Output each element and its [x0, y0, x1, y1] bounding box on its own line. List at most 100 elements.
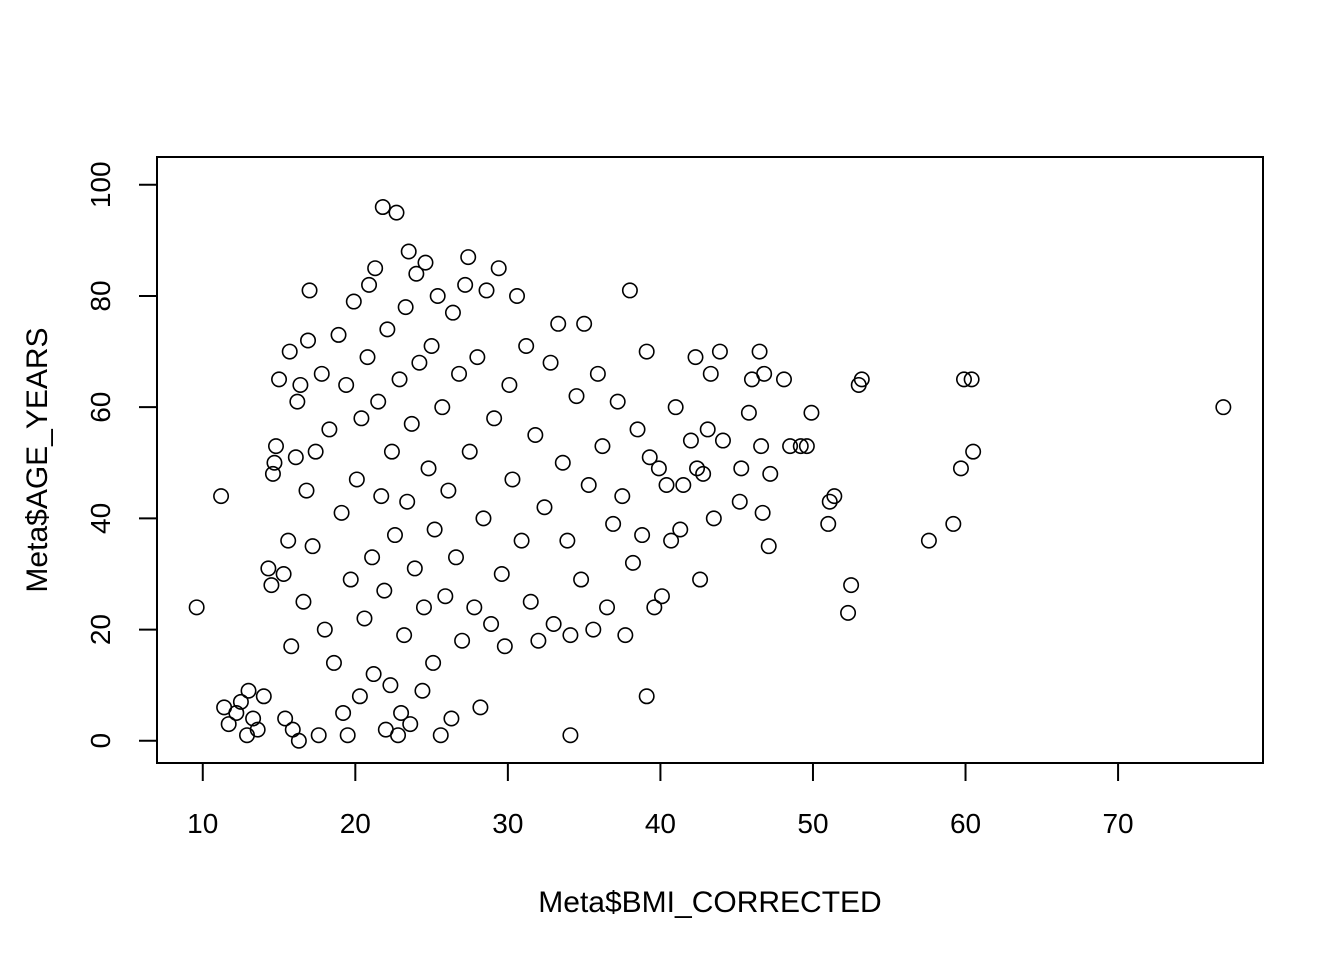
data-point: [321, 421, 338, 438]
data-point: [434, 399, 451, 416]
data-point: [289, 393, 306, 410]
data-point: [386, 527, 403, 544]
data-point: [513, 532, 530, 549]
data-point: [333, 504, 350, 521]
data-point: [370, 393, 387, 410]
data-point: [298, 482, 315, 499]
data-point: [307, 443, 324, 460]
data-point: [399, 493, 416, 510]
data-point: [351, 688, 368, 705]
data-point: [754, 504, 771, 521]
data-point: [301, 282, 318, 299]
data-point: [264, 465, 281, 482]
y-tick-label: 80: [85, 280, 116, 311]
data-point: [711, 343, 728, 360]
data-point: [292, 376, 309, 393]
data-point: [667, 399, 684, 416]
data-point: [641, 449, 658, 466]
data-point: [955, 371, 972, 388]
data-point: [440, 482, 457, 499]
data-point: [826, 488, 843, 505]
data-point: [617, 627, 634, 644]
x-tick-label: 20: [340, 808, 371, 839]
data-point: [348, 471, 365, 488]
data-point: [402, 716, 419, 733]
data-point: [609, 393, 626, 410]
data-point: [460, 249, 477, 266]
data-point: [188, 599, 205, 616]
data-point: [803, 404, 820, 421]
data-point: [705, 510, 722, 527]
data-point: [335, 704, 352, 721]
data-point: [457, 276, 474, 293]
data-point: [522, 593, 539, 610]
data-point: [290, 732, 307, 749]
data-point: [559, 532, 576, 549]
data-point: [393, 704, 410, 721]
data-point: [280, 532, 297, 549]
data-point: [965, 443, 982, 460]
x-tick-label: 40: [645, 808, 676, 839]
data-point: [687, 349, 704, 366]
x-tick-label: 70: [1102, 808, 1133, 839]
data-point: [568, 388, 585, 405]
data-point: [695, 465, 712, 482]
data-point: [920, 532, 937, 549]
y-tick-label: 40: [85, 503, 116, 534]
data-point: [699, 421, 716, 438]
data-point: [249, 721, 266, 738]
data-point: [475, 510, 492, 527]
data-point: [554, 454, 571, 471]
data-point: [383, 443, 400, 460]
data-point: [388, 204, 405, 221]
data-point: [634, 527, 651, 544]
data-point: [594, 438, 611, 455]
data-point: [820, 515, 837, 532]
data-point: [733, 460, 750, 477]
data-point: [228, 704, 245, 721]
data-point: [692, 571, 709, 588]
data-point: [400, 243, 417, 260]
data-point: [338, 376, 355, 393]
data-point: [714, 432, 731, 449]
data-point: [275, 565, 292, 582]
y-axis: 0 20 40 60 80 100: [85, 161, 158, 749]
data-point: [527, 426, 544, 443]
data-point: [316, 621, 333, 638]
data-point: [213, 488, 230, 505]
data-point: [483, 616, 500, 633]
data-point: [444, 304, 461, 321]
data-point: [621, 282, 638, 299]
data-point: [353, 410, 370, 427]
y-tick-label: 100: [85, 161, 116, 208]
data-point: [672, 521, 689, 538]
data-point: [689, 460, 706, 477]
data-point: [542, 354, 559, 371]
data-point: [454, 632, 471, 649]
data-point: [391, 371, 408, 388]
data-point: [751, 343, 768, 360]
data-point: [271, 371, 288, 388]
x-tick-label: 60: [950, 808, 981, 839]
data-point: [330, 326, 347, 343]
x-axis: 10 20 30 40 50 60 70: [187, 762, 1134, 839]
data-point: [650, 460, 667, 477]
data-point: [448, 549, 465, 566]
data-point: [585, 621, 602, 638]
data-point: [466, 599, 483, 616]
data-point: [530, 632, 547, 649]
data-point: [396, 627, 413, 644]
data-point: [545, 616, 562, 633]
data-point: [414, 682, 431, 699]
y-tick-label: 20: [85, 614, 116, 645]
data-point: [550, 315, 567, 332]
data-point: [614, 488, 631, 505]
data-point: [313, 365, 330, 382]
data-point: [756, 365, 773, 382]
data-point: [365, 666, 382, 683]
data-point: [952, 460, 969, 477]
data-point: [496, 638, 513, 655]
data-point: [287, 449, 304, 466]
data-point: [255, 688, 272, 705]
data-point: [361, 276, 378, 293]
